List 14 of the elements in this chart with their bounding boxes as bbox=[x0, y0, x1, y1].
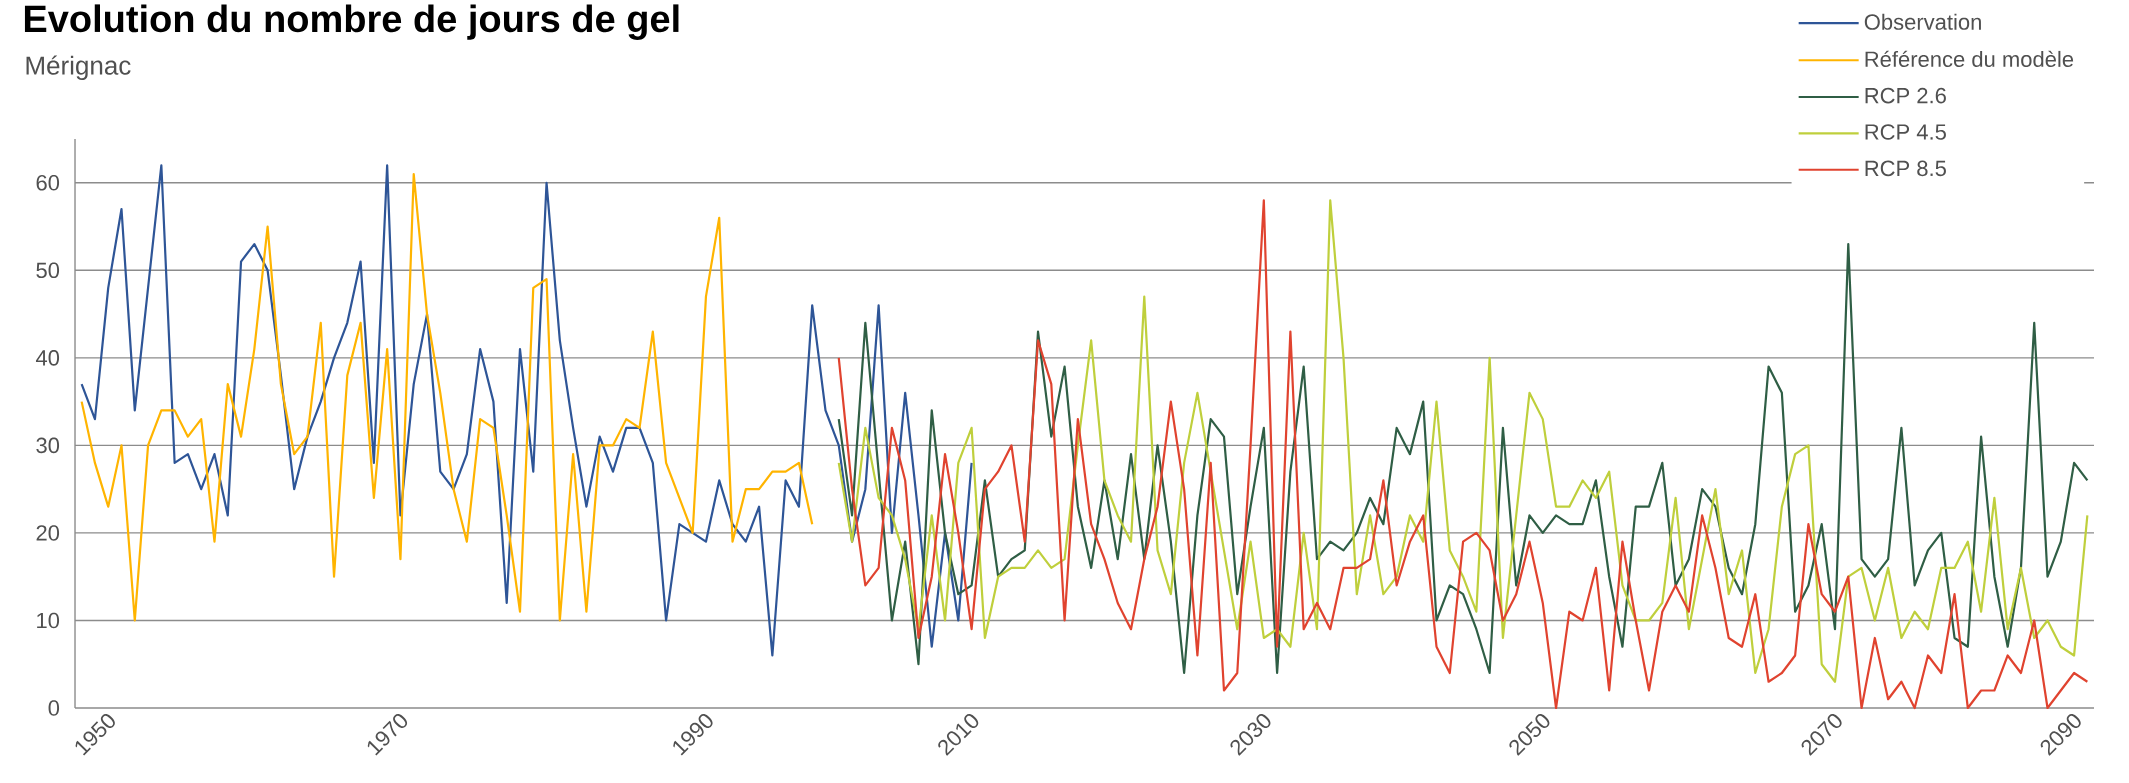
y-tick-label: 10 bbox=[37, 612, 60, 629]
legend-label: RCP 8.5 bbox=[1865, 160, 1946, 177]
legend-label: Observation bbox=[1864, 13, 1981, 30]
chart-title: Evolution du nombre de jours de gel bbox=[24, 4, 679, 40]
legend-label: Référence du modèle bbox=[1865, 50, 2074, 68]
y-tick-label: 0 bbox=[48, 700, 60, 716]
chart-subtitle: Mérignac bbox=[26, 55, 131, 80]
y-tick-label: 20 bbox=[36, 525, 60, 541]
legend-label: RCP 2.6 bbox=[1865, 87, 1946, 104]
legend-label: RCP 4.5 bbox=[1865, 124, 1946, 140]
y-tick-label: 50 bbox=[36, 262, 60, 279]
y-tick-label: 60 bbox=[36, 175, 60, 191]
y-tick-label: 40 bbox=[35, 350, 60, 366]
y-tick-label: 30 bbox=[36, 437, 60, 454]
